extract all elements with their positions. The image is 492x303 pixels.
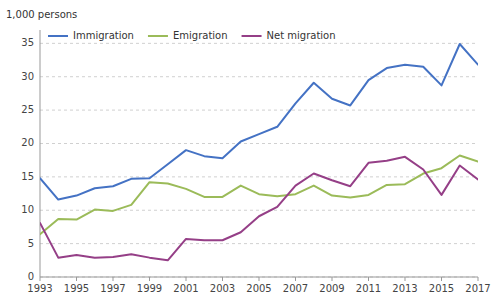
x-tick-label: 2015	[429, 283, 454, 294]
x-tick-label: 2007	[283, 283, 308, 294]
x-tick	[113, 277, 114, 281]
x-tick-label: 2017	[465, 283, 490, 294]
chart: 0 5 10 15 20 25 30 35 1993 1995 1997 1999 2001 2003 20…	[0, 0, 492, 303]
series-line	[40, 156, 478, 235]
x-tick	[295, 277, 296, 281]
y-axis-label: 1,000 persons	[6, 9, 77, 20]
x-tick	[76, 277, 77, 281]
x-tick-label: 1997	[100, 283, 125, 294]
y-grid	[40, 43, 478, 277]
grid-line	[40, 243, 478, 244]
y-tick-label: 35	[21, 37, 34, 48]
page: {"chart_data": { "type": "line", "y_labe…	[0, 0, 492, 303]
y-tick-label: 15	[21, 171, 34, 182]
grid-line	[40, 76, 478, 77]
y-tick-label: 5	[28, 238, 34, 249]
grid-line	[40, 110, 478, 111]
x-tick-label: 1995	[64, 283, 89, 294]
grid-line	[40, 143, 478, 144]
y-tick-label: 0	[28, 271, 34, 282]
x-tick	[478, 277, 479, 281]
x-tick-label: 1993	[27, 283, 52, 294]
x-tick	[222, 277, 223, 281]
x-tick	[40, 277, 41, 281]
series-line	[40, 157, 478, 260]
x-tick-label: 2011	[356, 283, 381, 294]
legend-label: Immigration	[73, 30, 134, 41]
y-tick-label: 20	[21, 137, 34, 148]
series-lines	[40, 44, 478, 260]
y-axis-line	[40, 30, 41, 277]
x-tick-label: 2013	[392, 283, 417, 294]
x-tick	[186, 277, 187, 281]
legend-swatch	[148, 35, 168, 37]
legend-label: Emigration	[173, 30, 228, 41]
x-tick-label: 2003	[210, 283, 235, 294]
y-tick-label: 10	[21, 204, 34, 215]
x-tick	[259, 277, 260, 281]
x-tick-label: 2005	[246, 283, 271, 294]
x-tick-label: 2009	[319, 283, 344, 294]
x-tick	[149, 277, 150, 281]
y-tick-label: 30	[21, 71, 34, 82]
legend-label: Net migration	[267, 30, 336, 41]
legend-swatch	[242, 35, 262, 37]
x-tick-label: 2001	[173, 283, 198, 294]
legend-swatch	[48, 35, 68, 37]
x-tick	[332, 277, 333, 281]
x-tick	[368, 277, 369, 281]
x-tick	[405, 277, 406, 281]
grid-line	[40, 43, 478, 44]
y-tick-label: 25	[21, 104, 34, 115]
legend: Immigration Emigration Net migration	[48, 30, 336, 41]
axes: 0 5 10 15 20 25 30 35 1993 1995 1997 1999 2001 2003 20…	[21, 30, 490, 294]
grid-line	[40, 176, 478, 177]
series-line	[40, 44, 478, 200]
x-tick-label: 1999	[137, 283, 162, 294]
x-tick	[441, 277, 442, 281]
